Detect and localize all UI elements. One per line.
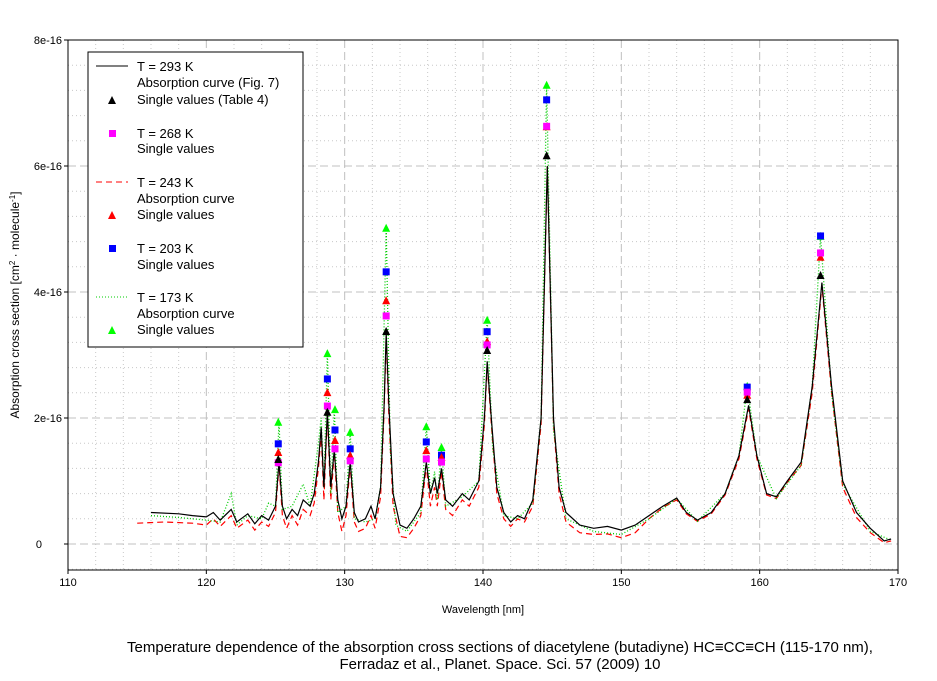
- marker-square-268k: [331, 445, 339, 453]
- marker-triangle-173k: [542, 80, 551, 89]
- marker-triangle-293k: [816, 270, 825, 279]
- y-axis-ticks: 0 2e-16 4e-16 6e-16 8e-16: [34, 35, 68, 551]
- marker-triangle-293k: [743, 395, 752, 404]
- legend-203k-values: Single values: [137, 257, 215, 272]
- marker-square-268k: [422, 455, 430, 463]
- marker-square-268k: [743, 388, 751, 396]
- y-tick-label: 6e-16: [34, 161, 62, 173]
- y-axis-label: Absorption cross section [cm2 · molecule…: [8, 191, 22, 418]
- y-tick-label: 0: [36, 539, 42, 551]
- legend: T = 293 K Absorption curve (Fig. 7) Sing…: [87, 51, 304, 348]
- curve-243-k-absorption-curve: [137, 165, 892, 544]
- x-axis-ticks: 110 120 130 140 150 160 170: [59, 570, 907, 589]
- curves: [137, 84, 892, 544]
- marker-triangle-173k: [422, 422, 431, 431]
- marker-triangle-293k: [274, 454, 283, 463]
- legend-243k-title: T = 243 K: [137, 175, 194, 190]
- marker-square-203k: [422, 438, 430, 446]
- marker-triangle-243k: [330, 436, 339, 445]
- marker-triangle-243k: [346, 451, 355, 460]
- curve-293-k-absorption-curve: [150, 165, 892, 542]
- marker-triangle-173k: [323, 349, 332, 358]
- x-axis-label: Wavelength [nm]: [442, 604, 524, 616]
- marker-triangle-243k: [382, 296, 391, 305]
- legend-triangle-black-icon: [108, 96, 116, 104]
- legend-203k-title: T = 203 K: [137, 241, 194, 256]
- legend-square-blue-icon: [109, 245, 116, 252]
- marker-square-268k: [817, 249, 825, 257]
- x-tick-label: 140: [474, 577, 492, 589]
- marker-triangle-243k: [323, 388, 332, 397]
- marker-square-268k: [438, 458, 445, 466]
- marker-triangle-173k: [483, 315, 492, 324]
- marker-triangle-173k: [382, 223, 391, 232]
- marker-triangle-243k: [422, 446, 431, 455]
- marker-triangle-173k: [437, 442, 446, 451]
- x-tick-label: 170: [889, 577, 907, 589]
- legend-293k-title: T = 293 K: [137, 59, 194, 74]
- caption-line-2: Ferradaz et al., Planet. Space. Sci. 57 …: [339, 656, 660, 673]
- legend-293k-values: Single values (Table 4): [137, 92, 269, 107]
- legend-268k-values: Single values: [137, 141, 215, 156]
- legend-173k-title: T = 173 K: [137, 290, 194, 305]
- marker-square-203k: [743, 383, 751, 391]
- marker-triangle-293k: [542, 151, 551, 160]
- marker-square-268k: [382, 312, 390, 320]
- marker-square-268k: [543, 122, 551, 130]
- x-tick-label: 130: [335, 577, 353, 589]
- marker-square-203k: [817, 232, 825, 240]
- marker-triangle-173k: [346, 427, 355, 436]
- marker-square-203k: [382, 268, 390, 276]
- marker-square-203k: [274, 440, 282, 448]
- single-value-markers: [274, 80, 825, 467]
- marker-triangle-173k: [274, 417, 283, 426]
- marker-square-203k: [543, 96, 551, 104]
- marker-triangle-173k: [330, 405, 339, 414]
- x-tick-label: 160: [750, 577, 768, 589]
- legend-268k-title: T = 268 K: [137, 126, 194, 141]
- x-tick-label: 120: [197, 577, 215, 589]
- legend-243k-values: Single values: [137, 207, 215, 222]
- marker-square-203k: [323, 375, 331, 383]
- marker-square-203k: [483, 328, 491, 336]
- marker-triangle-293k: [323, 407, 332, 416]
- y-tick-label: 8e-16: [34, 35, 62, 47]
- marker-square-268k: [323, 402, 331, 410]
- x-tick-label: 110: [59, 577, 77, 589]
- legend-triangle-green-icon: [108, 326, 116, 334]
- legend-293k-curve: Absorption curve (Fig. 7): [137, 75, 279, 90]
- marker-square-203k: [331, 426, 339, 434]
- marker-square-268k: [346, 457, 354, 465]
- x-tick-label: 150: [612, 577, 630, 589]
- marker-square-203k: [346, 445, 354, 453]
- legend-173k-values: Single values: [137, 322, 215, 337]
- marker-triangle-293k: [483, 345, 492, 354]
- marker-square-268k: [483, 341, 491, 349]
- marker-triangle-293k: [382, 327, 391, 336]
- legend-173k-curve: Absorption curve: [137, 306, 235, 321]
- marker-triangle-243k: [816, 252, 825, 261]
- legend-243k-curve: Absorption curve: [137, 191, 235, 206]
- caption-line-1: Temperature dependence of the absorption…: [127, 639, 873, 656]
- legend-square-magenta-icon: [109, 130, 116, 137]
- y-tick-label: 4e-16: [34, 287, 62, 299]
- legend-triangle-red-icon: [108, 211, 116, 219]
- y-tick-label: 2e-16: [34, 413, 62, 425]
- marker-triangle-243k: [274, 448, 283, 457]
